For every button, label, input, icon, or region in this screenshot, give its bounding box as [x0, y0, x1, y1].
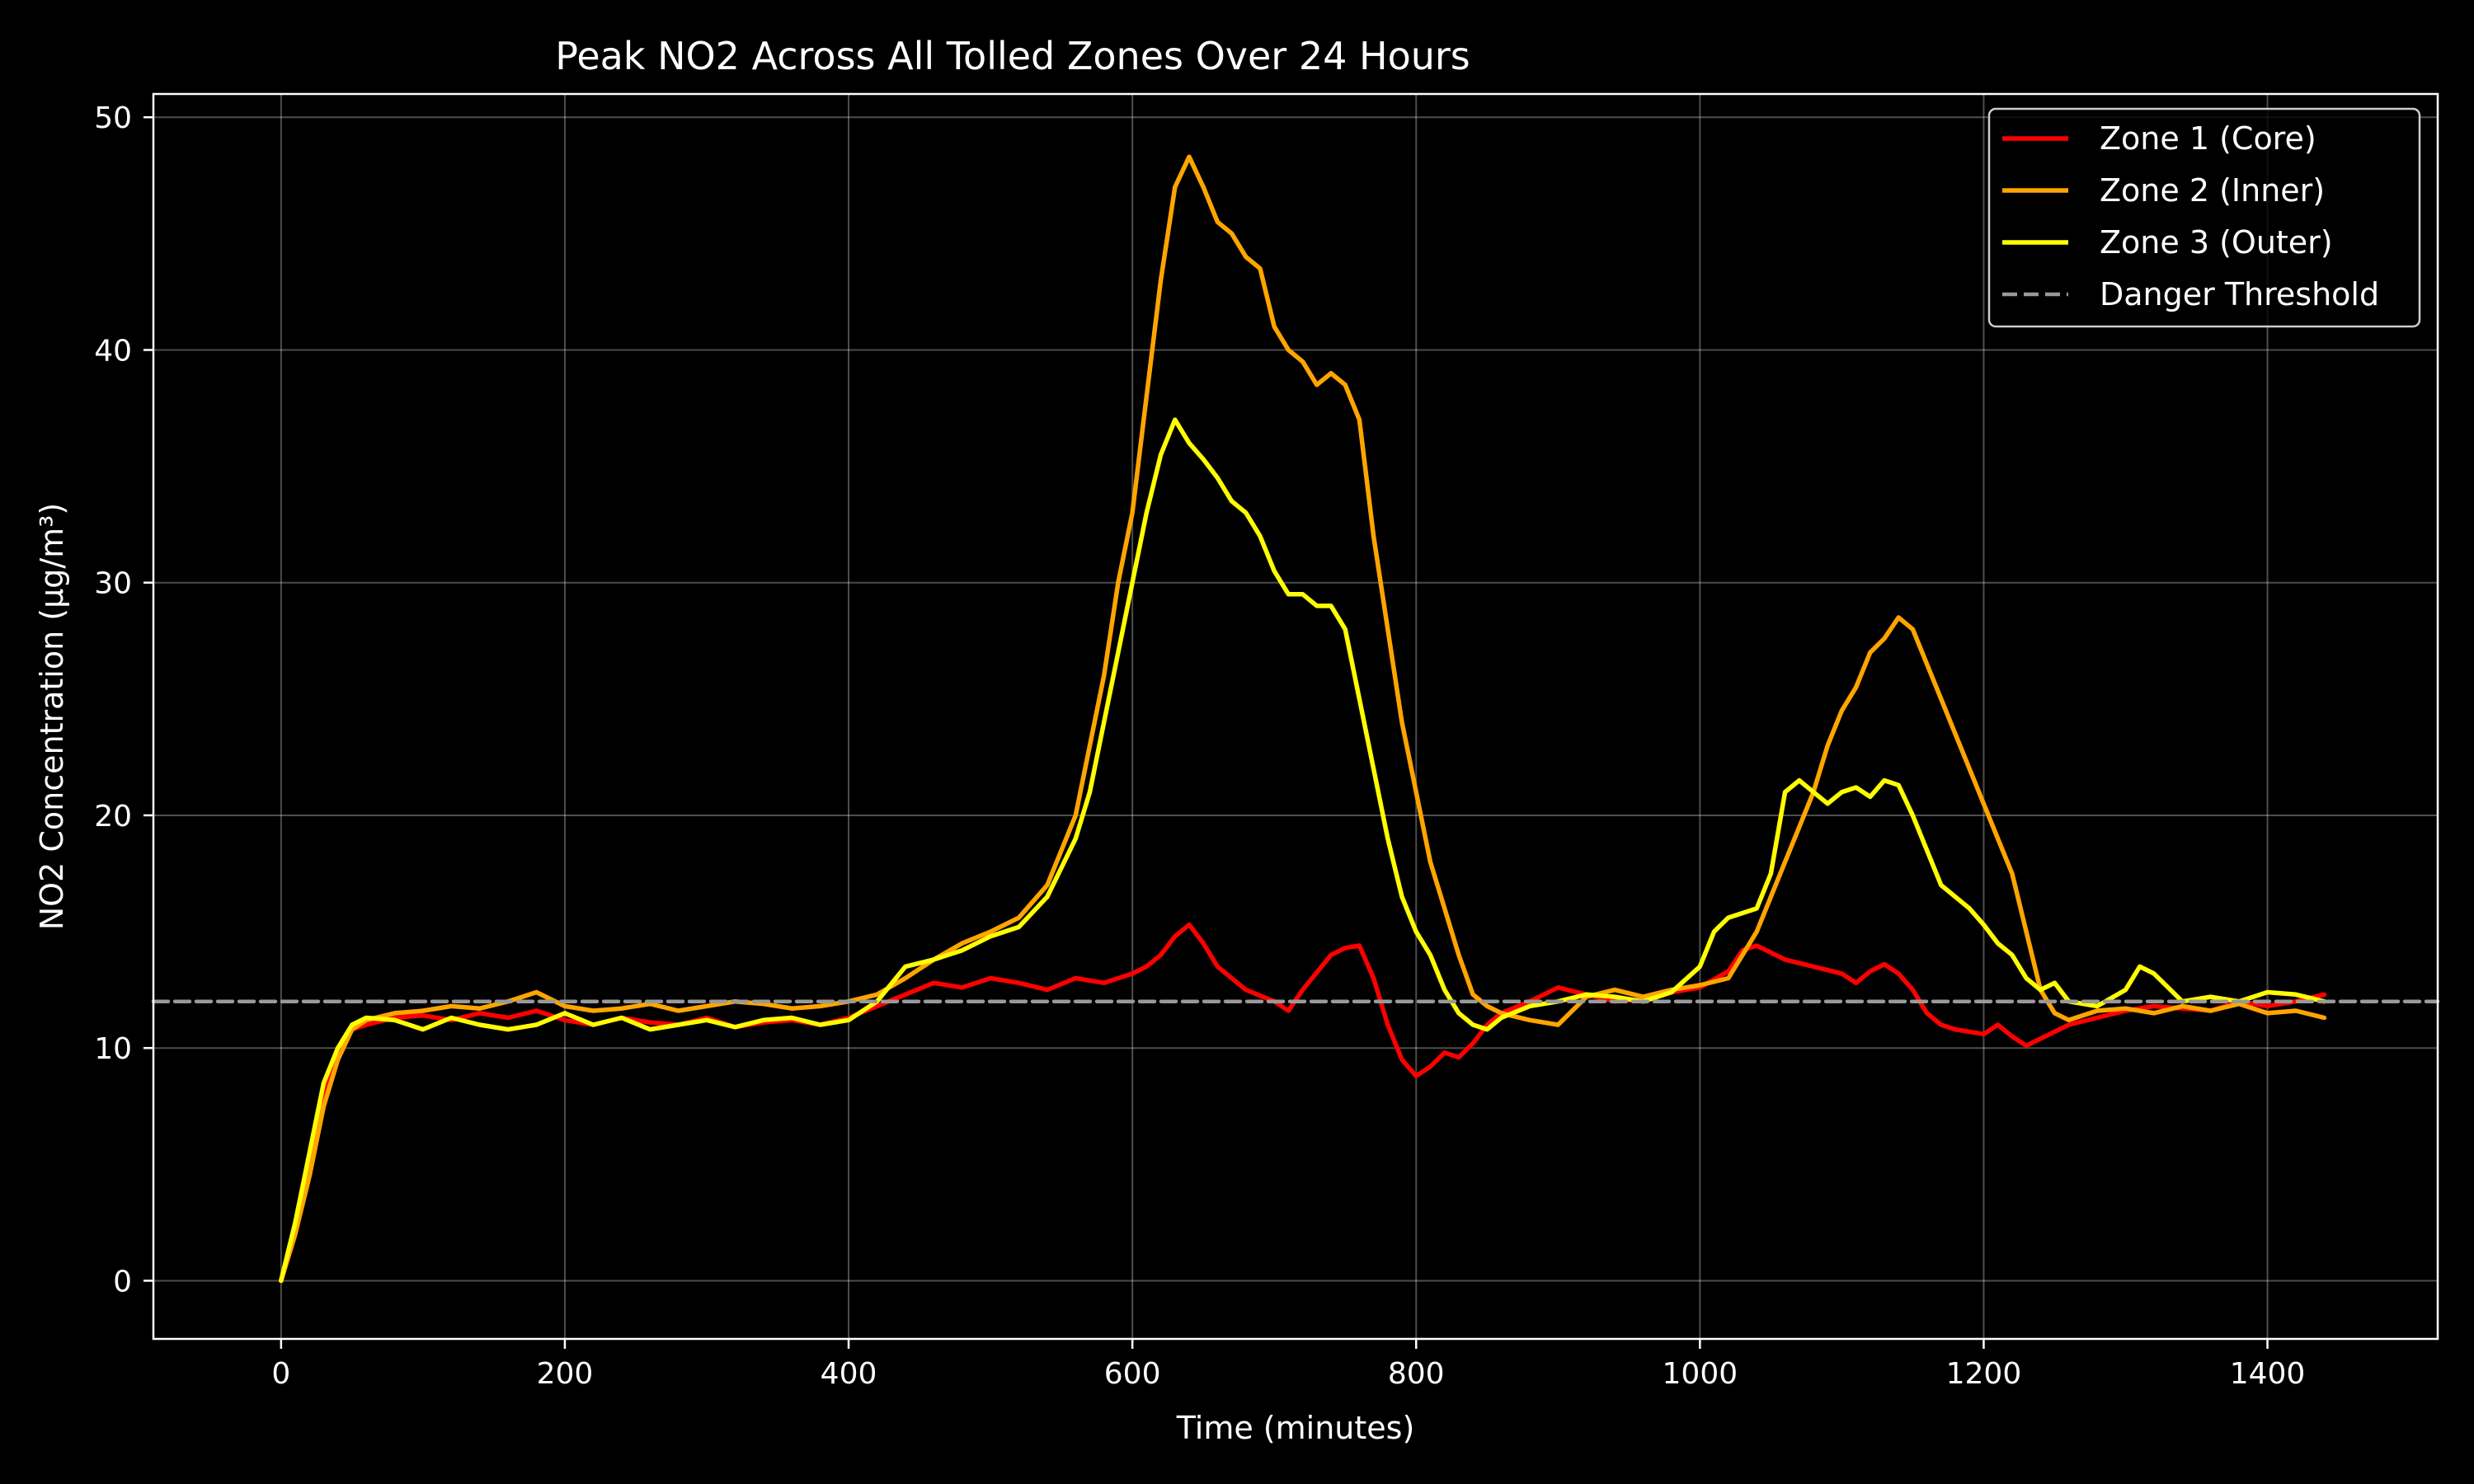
y-tick-label: 20 — [94, 800, 132, 834]
x-axis-label: Time (minutes) — [1176, 1410, 1415, 1446]
legend-label-2: Zone 2 (Inner) — [2100, 172, 2325, 209]
y-tick-label: 0 — [113, 1265, 132, 1298]
x-tick-label: 200 — [537, 1357, 594, 1391]
x-tick-label: 0 — [271, 1357, 290, 1391]
y-tick-label: 10 — [94, 1032, 132, 1066]
x-tick-label: 1200 — [1946, 1357, 2022, 1391]
plot-frame — [152, 92, 2439, 1341]
ticks: 0 200 400 600 800 1000 1200 1400 0 10 20 30 40 50 — [94, 101, 2305, 1391]
series-line-3 — [279, 417, 2327, 1284]
legend-label-1: Zone 1 (Core) — [2100, 120, 2316, 157]
y-tick-label: 50 — [94, 101, 132, 135]
x-tick-label: 1000 — [1663, 1357, 1738, 1391]
chart-title: Peak NO2 Across All Tolled Zones Over 24… — [555, 34, 1470, 78]
x-tick-label: 1400 — [2230, 1357, 2306, 1391]
series-line-2 — [279, 154, 2327, 1284]
x-tick-label: 600 — [1104, 1357, 1161, 1391]
y-axis-label: NO2 Concentration (μg/m³) — [34, 503, 70, 931]
legend-box — [1987, 107, 2421, 328]
series-layer — [151, 154, 2440, 1284]
x-tick-label: 400 — [821, 1357, 877, 1391]
legend: Zone 1 (Core) Zone 2 (Inner) Zone 3 (Outer… — [1987, 107, 2421, 328]
legend-label-3: Zone 3 (Outer) — [2100, 224, 2333, 261]
y-tick-label: 40 — [94, 334, 132, 368]
legend-label-4: Danger Threshold — [2100, 276, 2379, 312]
x-tick-label: 800 — [1388, 1357, 1445, 1391]
y-tick-label: 30 — [94, 567, 132, 601]
